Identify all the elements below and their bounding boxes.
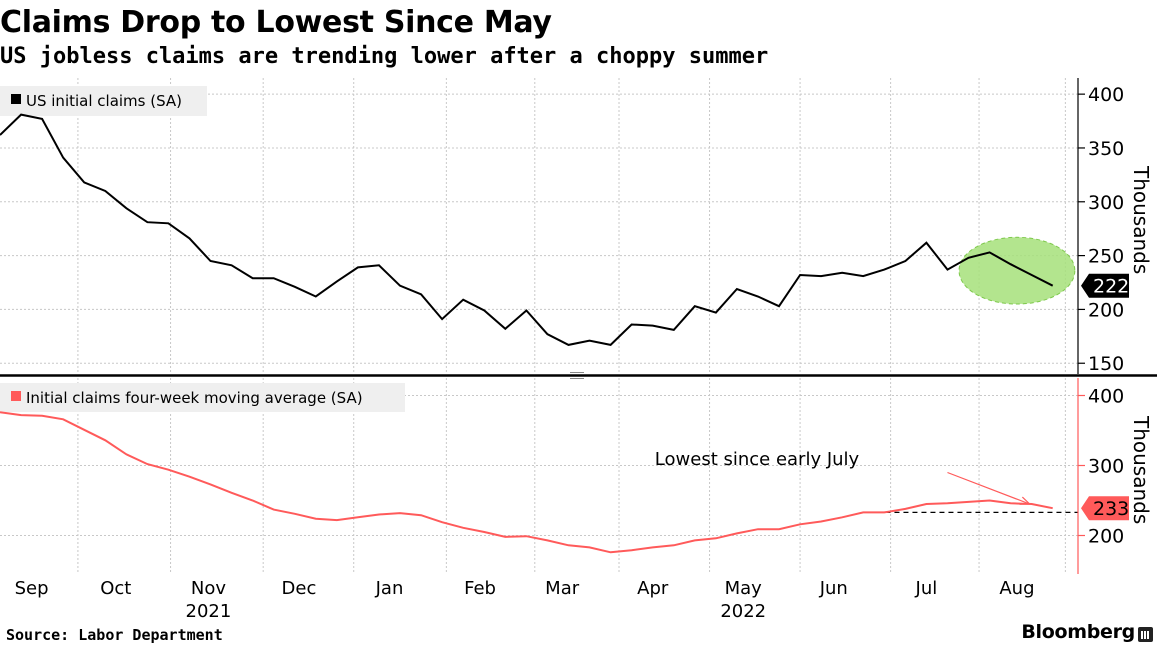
lowest-since-annotation: Lowest since early July	[655, 449, 860, 470]
claims-ytick-label: 250	[1088, 246, 1124, 268]
x-year-label: 2022	[720, 601, 766, 622]
claims-y-axis-label: Thousands	[1129, 165, 1153, 274]
claims-legend-swatch	[11, 94, 21, 104]
ma-y-axis-label: Thousands	[1129, 415, 1153, 524]
chart-title: Claims Drop to Lowest Since May	[0, 5, 552, 40]
ma-ytick-label: 400	[1088, 386, 1124, 408]
x-month-label: May	[725, 578, 763, 599]
claims-series-line	[0, 113, 1054, 346]
x-month-label: Mar	[545, 578, 580, 599]
ma-legend-box	[0, 383, 405, 412]
claims-legend-label: US initial claims (SA)	[26, 92, 182, 110]
ma-last-value-label: 233	[1081, 496, 1129, 521]
source-note: Source: Labor Department	[6, 626, 223, 644]
bloomberg-logo: Bloomberg	[1021, 621, 1135, 643]
ma-legend-label: Initial claims four-week moving average …	[26, 389, 363, 407]
x-month-label: Dec	[282, 578, 317, 599]
chart-subtitle: US jobless claims are trending lower aft…	[0, 44, 769, 69]
annotation-arrow-shaft	[947, 471, 1030, 505]
claims-y-ticks: 150 200 250 300 350 400	[1078, 84, 1124, 375]
claims-legend-box	[0, 86, 207, 116]
ma-ytick-label: 200	[1088, 526, 1124, 548]
x-month-label: Jul	[915, 578, 938, 599]
x-month-label: Sep	[15, 578, 49, 599]
claims-last-value-tag	[1081, 273, 1129, 298]
claims-ytick-label: 300	[1088, 192, 1124, 214]
claims-gridlines	[0, 78, 1078, 374]
moving-average-panel: Initial claims four-week moving average …	[0, 378, 1153, 574]
ma-ytick-label: 300	[1088, 456, 1124, 478]
x-month-label: Apr	[637, 578, 669, 599]
ma-y-ticks: 200 300 400	[1078, 386, 1124, 548]
x-month-label: Aug	[999, 578, 1034, 599]
x-year-label: 2021	[186, 601, 232, 622]
annotation-arrow	[947, 471, 1032, 505]
claims-panel: US initial claims (SA) 150 200 250 300 350 40…	[0, 78, 1153, 375]
claims-ytick-label: 200	[1088, 299, 1124, 321]
annotation-arrow-head	[1019, 496, 1032, 505]
x-month-label: Jan	[375, 578, 404, 599]
x-axis: Sep Oct Nov Dec Jan Feb Mar Apr May Jun Jul Aug 2021…	[15, 578, 1035, 622]
claims-last-value: 222	[1093, 276, 1129, 298]
x-month-label: Nov	[191, 578, 226, 599]
x-month-label: Jun	[819, 578, 848, 599]
ma-last-value-tag	[1081, 496, 1129, 521]
claims-ytick-label: 400	[1088, 84, 1124, 106]
ma-legend-swatch	[11, 391, 21, 401]
ma-series-line	[0, 411, 1053, 554]
recent-decline-highlight	[958, 236, 1076, 305]
panel-splitter-handle[interactable]	[570, 372, 584, 379]
claims-ytick-label: 350	[1088, 138, 1124, 160]
bloomberg-terminal-icon	[1138, 627, 1153, 642]
ma-last-value: 233	[1093, 498, 1129, 520]
x-month-label: Oct	[100, 578, 131, 599]
claims-ytick-label: 150	[1088, 353, 1124, 375]
claims-last-value-label: 222	[1081, 273, 1129, 298]
x-month-label: Feb	[464, 578, 496, 599]
